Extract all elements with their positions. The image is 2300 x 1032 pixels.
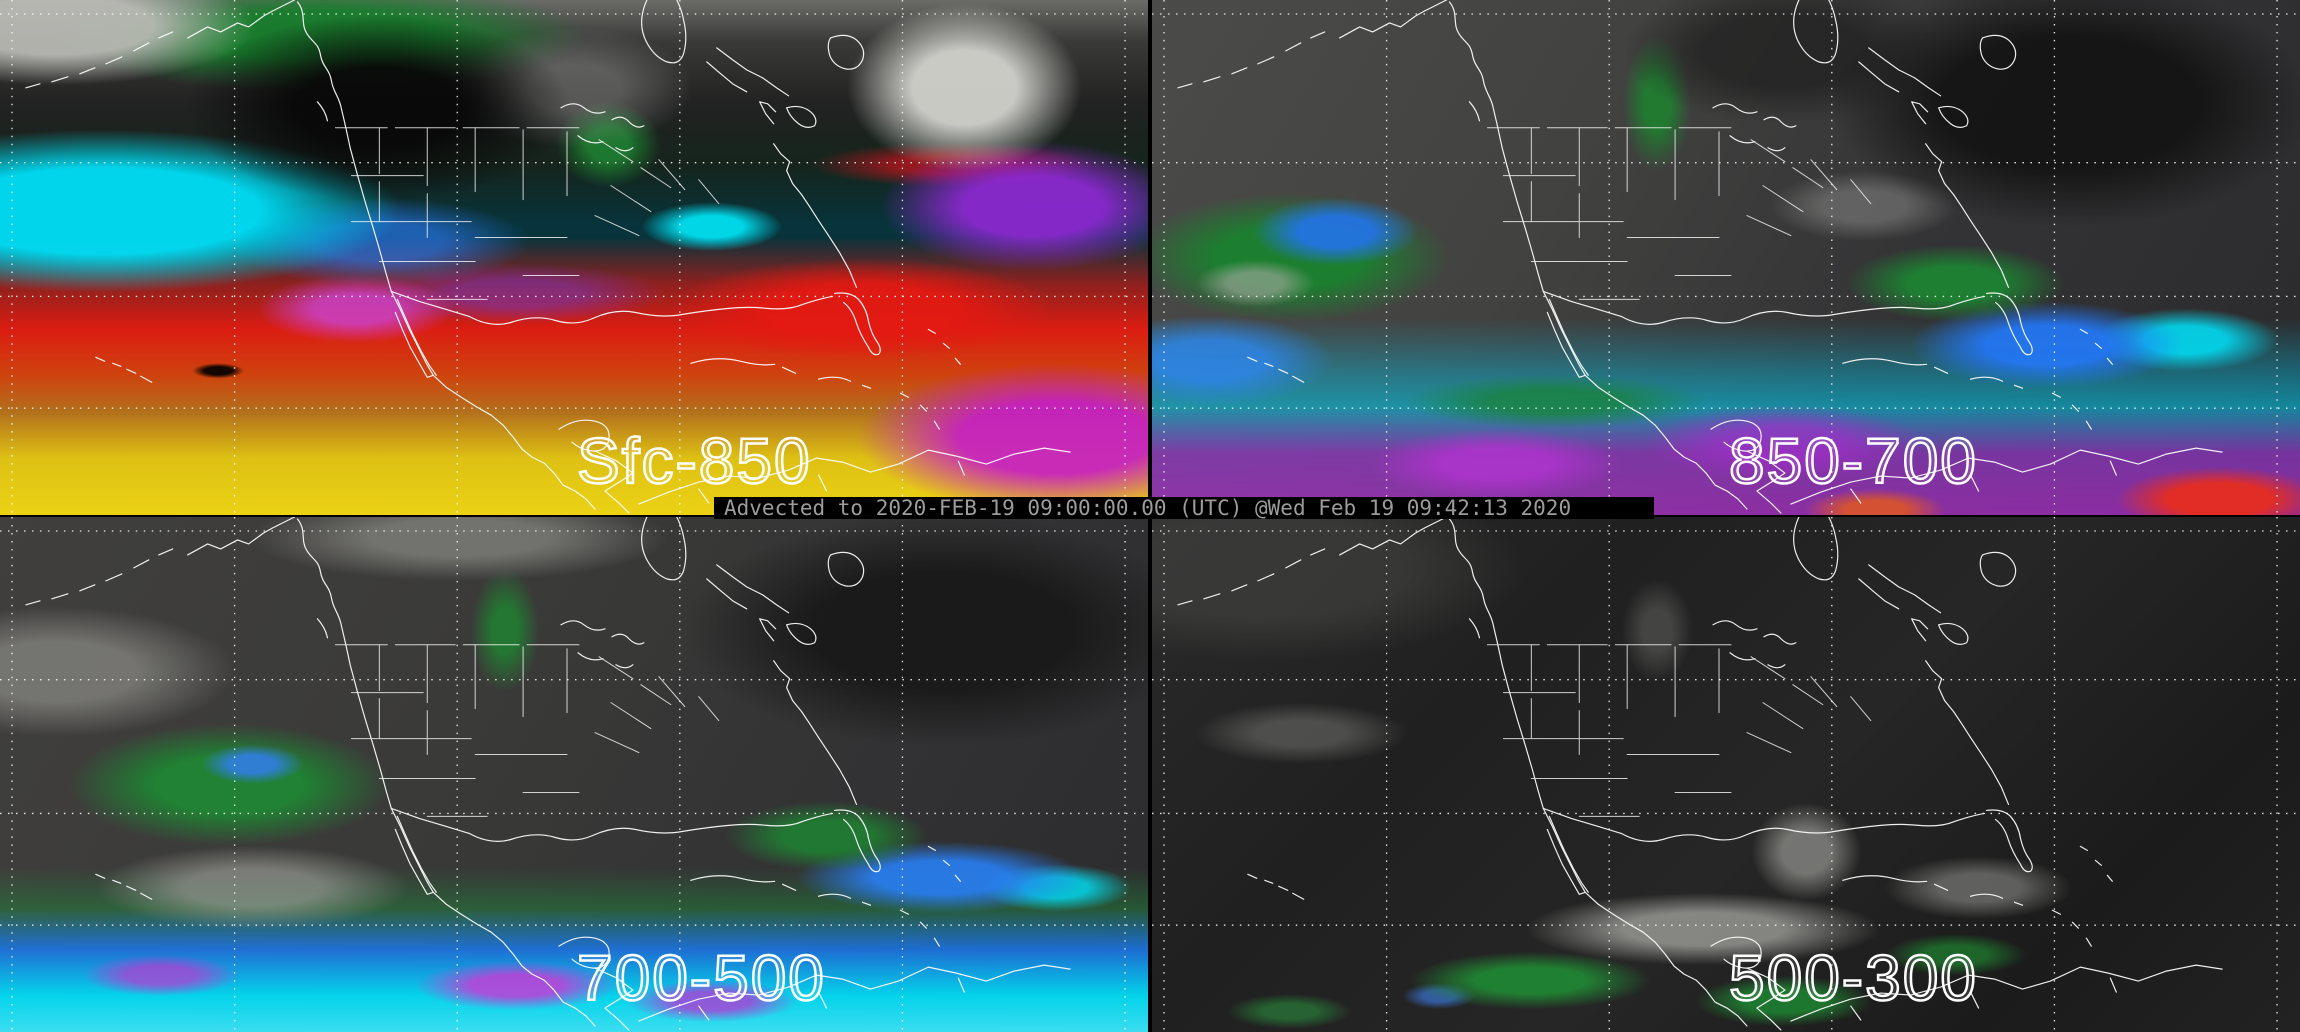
panel-700-500: 700-500 xyxy=(0,517,1148,1032)
map-overlay-700-500 xyxy=(0,517,1148,1032)
imagery-500-300 xyxy=(1152,517,2300,1032)
panel-label-sfc-850: Sfc-850 xyxy=(576,424,812,499)
coastline-borders xyxy=(1177,0,2223,514)
map-overlay-850-700 xyxy=(1152,0,2300,515)
panel-label-700-500: 700-500 xyxy=(576,941,826,1016)
graticule-lines xyxy=(1152,517,2300,1032)
graticule-lines xyxy=(1152,0,2300,515)
imagery-700-500 xyxy=(0,517,1148,1032)
panel-sfc-850: Sfc-850 xyxy=(0,0,1148,515)
panel-500-300: 500-300 xyxy=(1152,517,2300,1032)
coastline-borders xyxy=(25,517,1071,1031)
status-bar: Advected to 2020-FEB-19 09:00:00.00 (UTC… xyxy=(714,497,1654,519)
imagery-850-700 xyxy=(1152,0,2300,515)
panel-label-500-300: 500-300 xyxy=(1728,941,1978,1016)
panel-label-850-700: 850-700 xyxy=(1728,424,1978,499)
coastline-borders xyxy=(25,0,1071,514)
map-overlay-sfc-850 xyxy=(0,0,1148,515)
map-overlay-500-300 xyxy=(1152,517,2300,1032)
panel-850-700: 850-700 xyxy=(1152,0,2300,515)
imagery-sfc-850 xyxy=(0,0,1148,515)
graticule-lines xyxy=(0,517,1148,1032)
graticule-lines xyxy=(0,0,1148,515)
status-bar-text: Advected to 2020-FEB-19 09:00:00.00 (UTC… xyxy=(724,497,1572,519)
coastline-borders xyxy=(1177,517,2223,1031)
